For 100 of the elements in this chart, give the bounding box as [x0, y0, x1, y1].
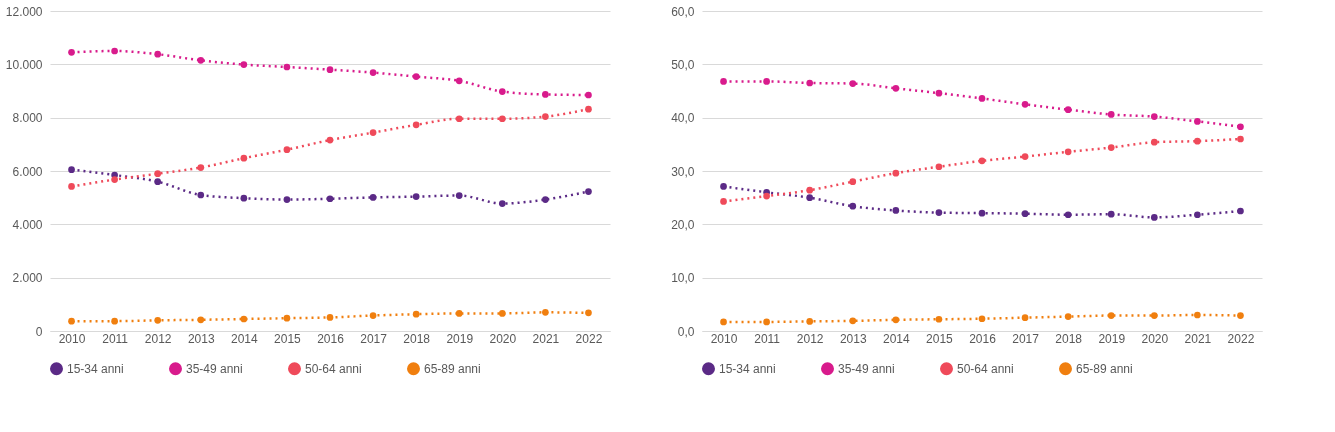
- point: [935, 89, 943, 97]
- point: [892, 169, 900, 177]
- point: [720, 198, 727, 205]
- point: [849, 202, 857, 210]
- x-tick-label: 2022: [575, 331, 603, 346]
- point: [369, 69, 377, 76]
- point: [849, 178, 857, 186]
- point: [935, 315, 943, 323]
- point: [412, 121, 420, 129]
- x-tick-label: 2020: [1141, 331, 1169, 346]
- point: [154, 316, 162, 324]
- x-tick-label: 2011: [102, 331, 129, 346]
- y-tick-label: 0,0: [677, 324, 695, 339]
- x-tick-label: 2015: [274, 331, 302, 346]
- point: [412, 73, 420, 80]
- point: [806, 186, 814, 194]
- y-tick-label: 0: [35, 324, 43, 339]
- point: [283, 63, 291, 71]
- point: [326, 314, 334, 321]
- point: [326, 195, 334, 203]
- point: [978, 209, 986, 217]
- legend-label: 35-49 anni: [186, 361, 243, 376]
- x-tick-label: 2019: [446, 331, 474, 346]
- x-tick-label: 2016: [317, 331, 345, 346]
- point: [585, 91, 592, 99]
- point: [240, 194, 248, 202]
- legend-label: 65-89 anni: [1076, 361, 1133, 376]
- point: [1107, 210, 1115, 218]
- point: [326, 136, 334, 144]
- point: [585, 105, 592, 113]
- point: [240, 61, 248, 68]
- point: [1107, 111, 1115, 118]
- point: [111, 176, 118, 183]
- y-tick-label: 50,0: [671, 57, 695, 72]
- point: [720, 183, 727, 190]
- x-tick-label: 2014: [882, 331, 911, 346]
- point: [763, 192, 770, 200]
- point: [720, 318, 727, 326]
- point: [455, 192, 463, 199]
- point: [849, 80, 857, 87]
- y-tick-label: 30,0: [671, 164, 695, 179]
- point: [1150, 113, 1158, 120]
- point: [1237, 123, 1244, 131]
- point: [978, 95, 986, 102]
- x-tick-label: 2020: [489, 331, 517, 346]
- point: [806, 194, 814, 202]
- x-tick-label: 2016: [969, 331, 997, 346]
- y-tick-label: 4.000: [12, 217, 43, 232]
- point: [498, 200, 506, 207]
- x-tick-label: 2010: [710, 331, 738, 346]
- point: [197, 56, 205, 64]
- point: [1194, 311, 1201, 319]
- point: [978, 157, 986, 165]
- x-tick-label: 2012: [796, 331, 824, 346]
- point: [1237, 312, 1244, 319]
- point: [806, 318, 814, 325]
- point: [455, 310, 463, 317]
- point: [806, 79, 814, 87]
- point: [1150, 312, 1158, 319]
- x-tick-label: 2011: [754, 331, 781, 346]
- point: [978, 315, 986, 323]
- point: [1194, 137, 1201, 145]
- legend-label: 15-34 anni: [67, 361, 124, 376]
- y-tick-label: 10.000: [5, 57, 43, 72]
- point: [585, 309, 592, 317]
- x-tick-label: 2015: [926, 331, 954, 346]
- point: [240, 315, 248, 323]
- point: [1021, 210, 1029, 218]
- legend-label: 50-64 anni: [305, 361, 362, 376]
- point: [892, 84, 900, 92]
- x-tick-label: 2018: [403, 331, 431, 346]
- point: [720, 78, 727, 85]
- point: [154, 50, 162, 58]
- point: [68, 48, 75, 56]
- point: [455, 77, 463, 85]
- point: [585, 188, 592, 195]
- point: [1064, 313, 1072, 320]
- x-tick-label: 2021: [532, 331, 560, 346]
- x-tick-label: 2014: [230, 331, 259, 346]
- point: [369, 312, 377, 319]
- x-tick-label: 2017: [360, 331, 388, 346]
- point: [1064, 148, 1072, 156]
- point: [849, 317, 857, 325]
- point: [68, 317, 75, 325]
- x-tick-label: 2010: [58, 331, 86, 346]
- y-tick-label: 6.000: [12, 164, 43, 179]
- y-tick-label: 20,0: [671, 217, 695, 232]
- point: [283, 196, 291, 203]
- point: [1237, 135, 1244, 143]
- y-tick-label: 40,0: [671, 111, 695, 126]
- point: [498, 88, 506, 95]
- point: [1021, 153, 1029, 160]
- point: [1021, 100, 1029, 108]
- point: [326, 66, 334, 74]
- point: [68, 166, 75, 174]
- point: [240, 154, 248, 162]
- point: [1064, 211, 1072, 219]
- point: [154, 178, 162, 186]
- point: [935, 209, 943, 216]
- point: [111, 47, 118, 55]
